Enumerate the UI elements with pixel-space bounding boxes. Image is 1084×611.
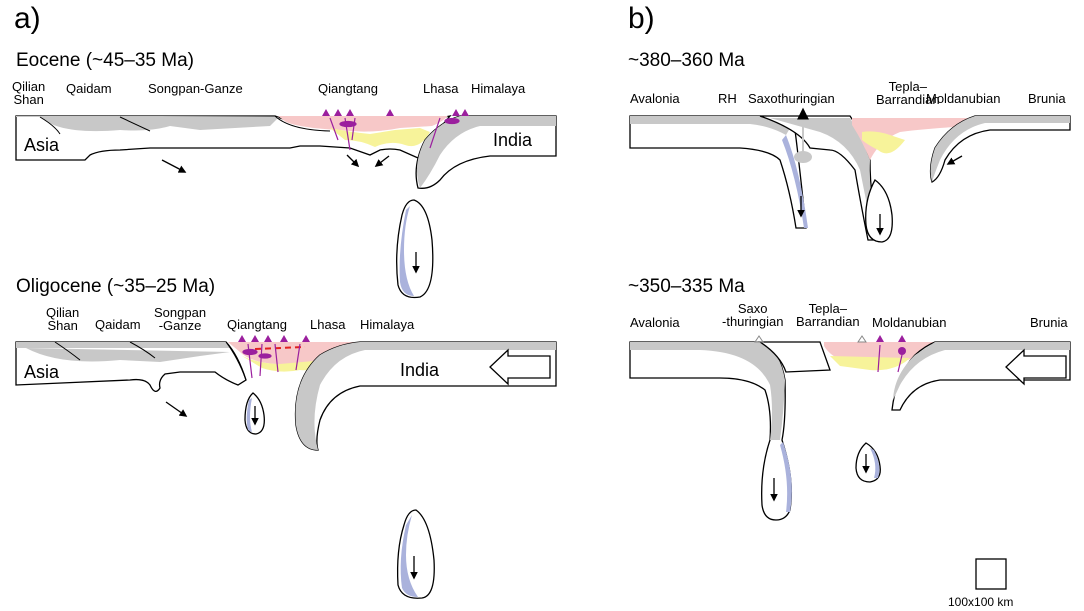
period-b-top: ~380–360 Ma [628,50,745,71]
terrane-label: Qiangtang [318,81,378,96]
terrane-label: Qaidam [95,317,141,332]
terrane-label: Tepla– Barrandian [876,79,940,107]
avalonia-crust [630,116,790,135]
push-arrow-2 [1005,348,1067,386]
terrane-label: Tepla– Barrandian [796,301,860,329]
plate-label: India [493,130,533,150]
volcano-markers-b2 [876,335,906,342]
deep-detached-slab-blue [400,515,418,597]
terrane-label: Qiangtang [227,317,287,332]
brunia-crust [930,116,1070,182]
terrane-label: Lhasa [310,317,346,332]
melt-yellow-region-2 [242,356,325,372]
detached-slab-blue [399,206,414,296]
brunia-crust-2 [893,342,1070,400]
volcano-markers [322,109,469,116]
plate-label: India [400,360,440,380]
melt-yellow-region [330,128,430,147]
slab-blue-2 [780,442,792,512]
scale-box [975,558,1007,590]
asia-crust-lines-2 [54,341,247,381]
india-crust [416,116,556,188]
plate-label: Asia [24,135,60,155]
magma-features [329,117,460,151]
detached-slab-b2-blue [870,448,880,478]
avalonia-crust-2 [630,342,785,440]
terrane-label: Songpan-Ganze [148,81,243,96]
terrane-label: Qilian Shan [46,305,80,333]
plume-blob [794,151,812,163]
melt-pink-region [278,116,448,132]
eocene-section [15,109,557,299]
asia-motion-arrow [165,401,188,417]
panel-a-letter: a) [14,2,41,35]
magma-paths-b2 [877,344,903,373]
scale-bar-label: 100x100 km [948,595,1014,609]
melt-region-b1 [852,118,980,160]
brunia-motion-arrow [946,155,963,165]
period-a-top: Eocene (~45–35 Ma) [16,50,194,71]
terrane-label: Avalonia [630,91,680,106]
oligocene-section [15,335,557,599]
hollow-volcano-b2 [754,335,867,343]
terrane-label: Qaidam [66,81,112,96]
detached-slab-b1 [865,179,893,243]
volcano-markers-2 [238,335,310,342]
devonian-section [629,107,1071,243]
terrane-label: RH [718,91,737,106]
asia-crust-lines [39,115,331,135]
terrane-label: Qilian Shan [12,79,46,107]
carboniferous-section [629,335,1071,521]
avalonia-plate [629,115,807,229]
terrane-label: Lhasa [423,81,459,96]
panel-b-letter: b) [628,2,655,35]
small-detached-slab-blue [246,398,252,432]
period-a-bottom: Oligocene (~35–25 Ma) [16,276,216,297]
plate-label: Asia [24,362,60,382]
central-block-2 [757,341,831,373]
push-arrow [489,348,551,386]
terrane-label: Brunia [1030,315,1068,330]
terrane-label: Moldanubian [872,315,947,330]
terrane-label: Moldanubian [926,91,1001,106]
terrane-label: Himalaya [471,81,526,96]
melt-dashed-line [254,346,306,350]
period-b-bottom: ~350–335 Ma [628,276,745,297]
terrane-label: Himalaya [360,317,415,332]
terrane-label: Saxo -thuringian [722,301,784,329]
melt-yellow-b1 [862,131,905,154]
motion-arrows [161,154,390,173]
terrane-label: Saxothuringian [748,91,835,106]
magma-features-2 [242,343,301,379]
pluton-b2 [898,347,906,355]
terrane-label: Avalonia [630,315,680,330]
melt-yellow-b2 [830,356,910,371]
saxo-crust [770,118,880,240]
terrane-label: Songpan -Ganze [154,305,207,333]
terrane-label: Brunia [1028,91,1066,106]
asia-crust-2 [16,342,230,362]
